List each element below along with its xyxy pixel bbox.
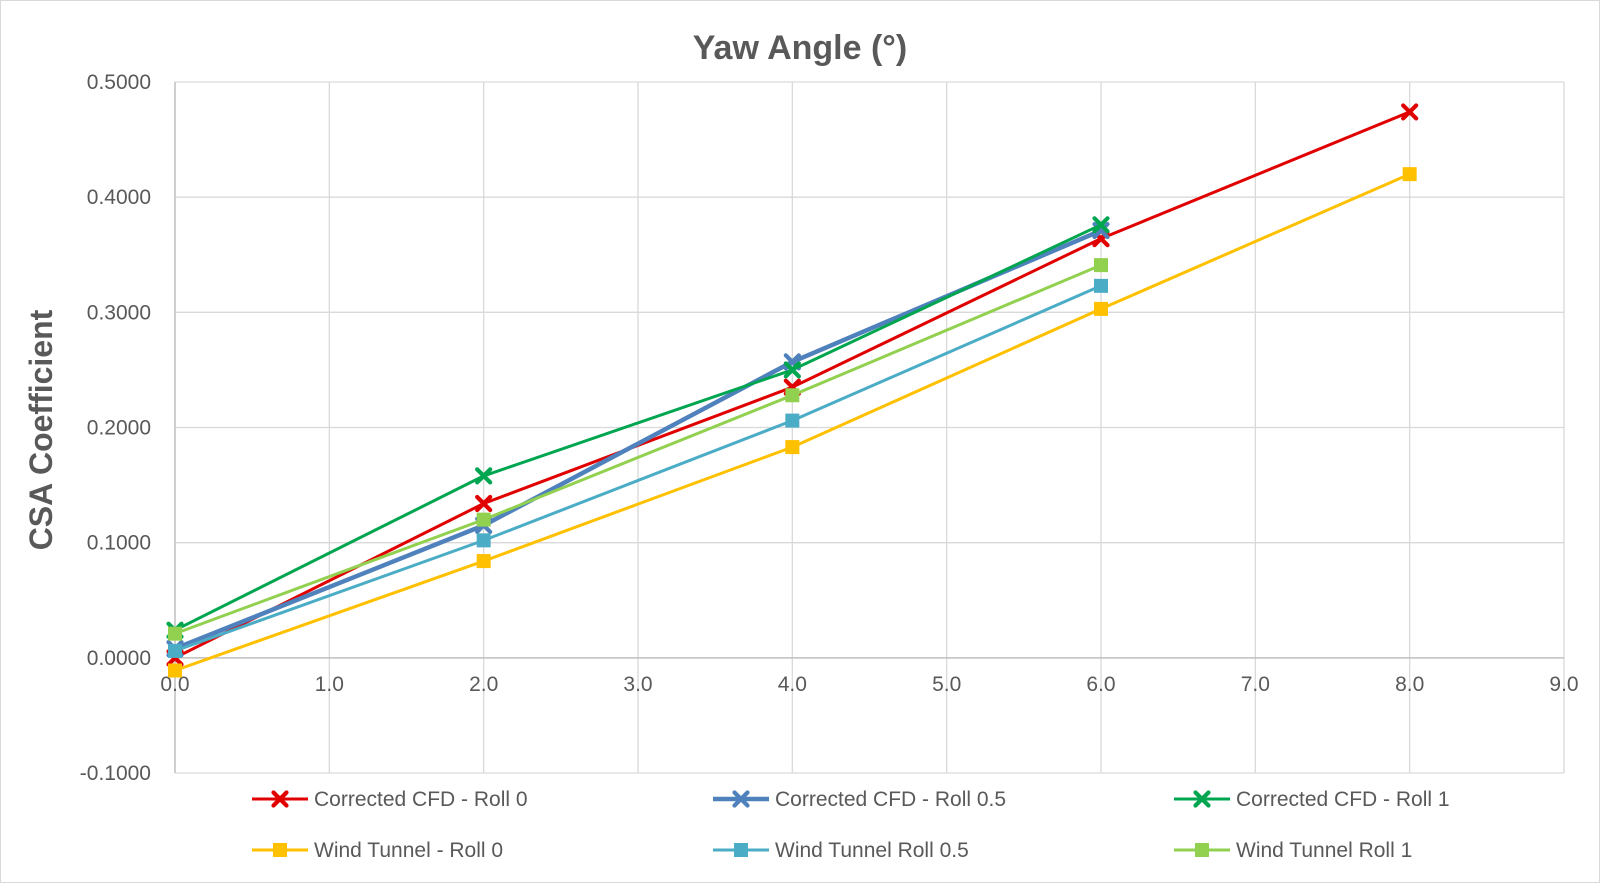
data-point-marker (1094, 278, 1108, 293)
legend: Corrected CFD - Roll 0 Corrected CFD - Ro… (252, 788, 1450, 862)
series-line (174, 223, 1102, 632)
data-point-marker (168, 643, 182, 658)
legend-label: Wind Tunnel Roll 0.5 (775, 839, 969, 862)
legend-item: Corrected CFD - Roll 0.5 (713, 788, 1006, 811)
legend-item: Wind Tunnel Roll 1 (1174, 839, 1412, 862)
x-tick-label: 6.0 (1086, 673, 1115, 696)
data-point-marker (785, 388, 800, 403)
data-point-marker (168, 626, 182, 641)
legend-swatch-marker (1193, 790, 1211, 808)
series-4 (168, 167, 1417, 678)
series-line (174, 284, 1102, 653)
x-tick-label: 8.0 (1395, 673, 1424, 696)
data-point-marker (476, 512, 491, 527)
y-tick-label: 0.3000 (87, 301, 151, 324)
x-tick-label: 4.0 (778, 673, 807, 696)
data-point-marker (783, 361, 801, 379)
legend-label: Corrected CFD - Roll 0 (314, 788, 528, 811)
data-point-marker (1094, 301, 1108, 316)
data-point-marker (1402, 167, 1417, 182)
y-tick-label: 0.2000 (87, 417, 151, 440)
x-tick-label: 0.0 (160, 673, 189, 696)
series-5 (168, 278, 1108, 658)
y-tick-label: 0.1000 (87, 532, 151, 555)
legend-item: Wind Tunnel Roll 0.5 (713, 839, 969, 862)
axes: 0.5000 0.4000 0.3000 0.2000 0.1000 0.0000 -0.1… (80, 71, 1579, 785)
series-6 (168, 258, 1108, 641)
y-tick-label: 0.4000 (87, 186, 151, 209)
chart-title: Yaw Angle (°) (693, 29, 907, 67)
data-point-marker (475, 467, 493, 485)
x-tick-label: 3.0 (623, 673, 652, 696)
legend-item: Corrected CFD - Roll 0 (252, 788, 528, 811)
data-point-marker (785, 413, 800, 428)
data-point-marker (1094, 258, 1108, 273)
legend-swatch-marker (734, 843, 748, 857)
data-point-marker (476, 554, 491, 569)
legend-swatch-marker (1195, 843, 1209, 857)
data-point-marker (476, 533, 491, 548)
y-tick-label: 0.0000 (87, 647, 151, 670)
x-tick-label: 9.0 (1549, 673, 1578, 696)
legend-swatch-marker (732, 790, 750, 808)
legend-swatch-marker (271, 790, 289, 808)
legend-swatch-marker (273, 843, 287, 857)
legend-label: Wind Tunnel Roll 1 (1236, 839, 1412, 862)
x-tick-label: 1.0 (315, 673, 344, 696)
legend-label: Corrected CFD - Roll 1 (1236, 788, 1450, 811)
y-axis-label: CSA Coefficient (23, 309, 59, 550)
data-point-marker (475, 494, 493, 513)
series-line (174, 263, 1102, 636)
data-point-marker (1401, 103, 1419, 121)
y-tick-label: 0.5000 (87, 71, 151, 94)
x-tick-label: 7.0 (1241, 673, 1270, 696)
data-point-marker (785, 440, 800, 455)
data-point-marker (168, 663, 182, 678)
legend-label: Corrected CFD - Roll 0.5 (775, 788, 1006, 811)
legend-item: Corrected CFD - Roll 1 (1174, 788, 1450, 811)
series-lines (166, 103, 1419, 678)
x-tick-label: 2.0 (469, 673, 498, 696)
data-point-marker (1092, 216, 1110, 234)
gridlines (174, 81, 1565, 774)
legend-label: Wind Tunnel - Roll 0 (314, 839, 503, 862)
x-tick-label: 5.0 (932, 673, 961, 696)
legend-item: Wind Tunnel - Roll 0 (252, 839, 503, 862)
y-tick-label: -0.1000 (80, 762, 151, 785)
